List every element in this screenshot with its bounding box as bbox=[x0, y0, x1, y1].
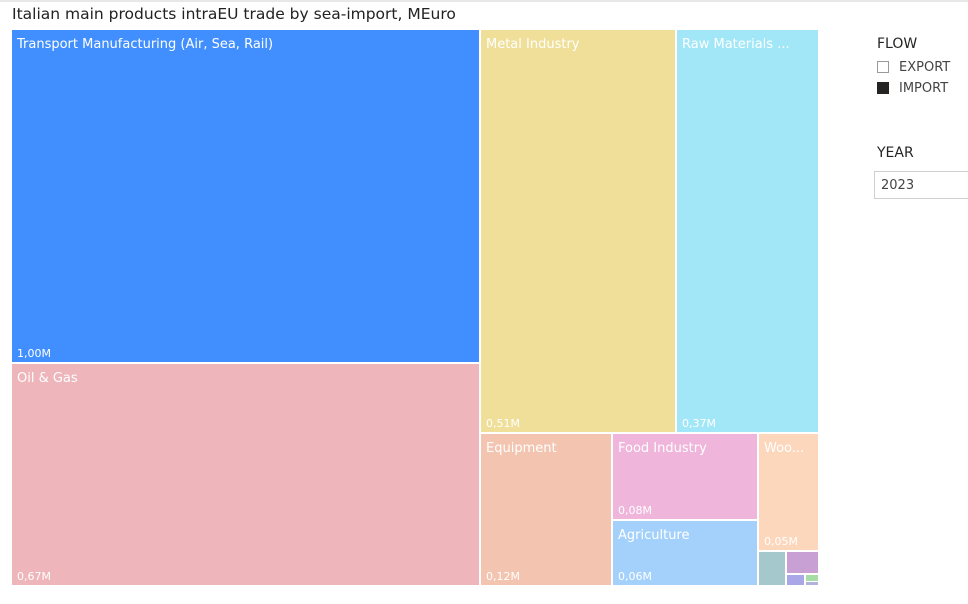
minor-tile[interactable] bbox=[787, 575, 804, 585]
treemap-rect[interactable] bbox=[806, 575, 818, 581]
minor-tile[interactable] bbox=[806, 575, 818, 581]
food-industry-tile[interactable]: Food Industry 0,08M bbox=[613, 434, 757, 519]
agriculture-tile[interactable]: Agriculture 0,06M bbox=[613, 521, 757, 585]
flow-option-label: EXPORT bbox=[899, 59, 951, 75]
treemap-rect[interactable] bbox=[481, 434, 611, 585]
tile-value-label: 0,12M bbox=[486, 570, 520, 583]
treemap-rect[interactable] bbox=[759, 552, 785, 585]
minor-tile[interactable] bbox=[787, 552, 818, 573]
treemap-rect[interactable] bbox=[677, 30, 818, 432]
top-border bbox=[0, 0, 968, 2]
treemap-rect[interactable] bbox=[12, 30, 479, 362]
treemap-rect[interactable] bbox=[787, 575, 804, 585]
oil-gas-tile[interactable]: Oil & Gas 0,67M bbox=[12, 364, 479, 585]
tile-label: Woo... bbox=[764, 441, 804, 456]
year-slicer-title: YEAR bbox=[877, 145, 914, 161]
treemap-rect[interactable] bbox=[759, 434, 818, 550]
tile-label: Food Industry bbox=[618, 441, 707, 456]
treemap-rect[interactable] bbox=[12, 364, 479, 585]
tile-value-label: 0,37M bbox=[682, 417, 716, 430]
treemap-rect[interactable] bbox=[613, 434, 757, 519]
tile-value-label: 0,05M bbox=[764, 535, 798, 548]
minor-tile[interactable] bbox=[806, 582, 818, 585]
raw-materials-ind-tile[interactable]: Raw Materials ... 0,37M bbox=[677, 30, 818, 432]
tile-label: Equipment bbox=[486, 441, 557, 456]
transport-manufacturing-air-sea-rail-tile[interactable]: Transport Manufacturing (Air, Sea, Rail)… bbox=[12, 30, 479, 362]
treemap-rect[interactable] bbox=[806, 582, 818, 585]
treemap-rect[interactable] bbox=[787, 552, 818, 573]
tile-label: Raw Materials ... bbox=[682, 37, 790, 52]
wood-tile[interactable]: Woo... 0,05M bbox=[759, 434, 818, 550]
tile-label: Metal Industry bbox=[486, 37, 580, 52]
flow-option-label: IMPORT bbox=[899, 80, 949, 96]
checkbox-checked-icon[interactable] bbox=[877, 82, 889, 94]
metal-industry-tile[interactable]: Metal Industry 0,51M bbox=[481, 30, 675, 432]
checkbox-icon[interactable] bbox=[877, 61, 889, 73]
tile-value-label: 0,08M bbox=[618, 504, 652, 517]
treemap-rect[interactable] bbox=[481, 30, 675, 432]
treemap-rect[interactable] bbox=[613, 521, 757, 585]
tile-label: Oil & Gas bbox=[17, 371, 78, 386]
chart-title: Italian main products intraEU trade by s… bbox=[12, 5, 456, 23]
tile-label: Agriculture bbox=[618, 528, 690, 543]
tile-value-label: 0,51M bbox=[486, 417, 520, 430]
equipment-tile[interactable]: Equipment 0,12M bbox=[481, 434, 611, 585]
tile-value-label: 0,06M bbox=[618, 570, 652, 583]
tile-label: Transport Manufacturing (Air, Sea, Rail) bbox=[16, 37, 273, 52]
minor-tile[interactable] bbox=[759, 552, 785, 585]
flow-option-export[interactable]: EXPORT bbox=[877, 58, 950, 76]
tile-value-label: 1,00M bbox=[17, 347, 51, 360]
flow-option-import[interactable]: IMPORT bbox=[877, 79, 948, 97]
year-select[interactable]: 2023 bbox=[874, 171, 968, 199]
tile-value-label: 0,67M bbox=[17, 570, 51, 583]
flow-slicer-title: FLOW bbox=[877, 36, 918, 52]
